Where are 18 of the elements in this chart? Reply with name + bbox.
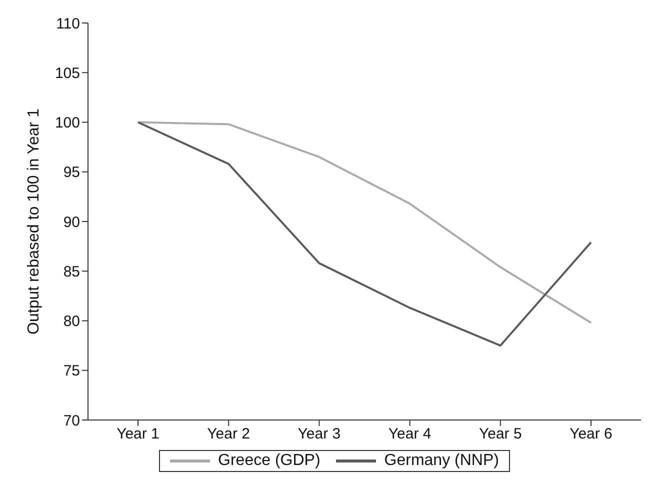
y-tick-label: 70 (63, 412, 80, 430)
legend-label: Greece (GDP) (217, 452, 320, 470)
y-tick-label: 105 (54, 64, 80, 82)
legend-label: Germany (NNP) (383, 452, 499, 470)
x-tick-label: Year 1 (116, 426, 160, 443)
y-tick-label: 100 (54, 114, 80, 132)
x-tick-label: Year 4 (388, 426, 432, 443)
y-tick-label: 75 (63, 362, 80, 380)
x-tick-label: Year 3 (298, 426, 341, 443)
x-tick-label: Year 6 (570, 426, 612, 443)
x-tick-label: Year 5 (478, 426, 522, 443)
y-tick-label: 80 (63, 313, 80, 330)
y-axis-title: Output rebased to 100 in Year 1 (26, 108, 43, 334)
y-tick-label: 90 (63, 214, 80, 231)
y-tick-label: 95 (63, 164, 80, 182)
x-tick-label: Year 2 (207, 426, 250, 443)
y-tick-label: 85 (63, 263, 80, 280)
y-tick-label: 110 (56, 15, 80, 32)
